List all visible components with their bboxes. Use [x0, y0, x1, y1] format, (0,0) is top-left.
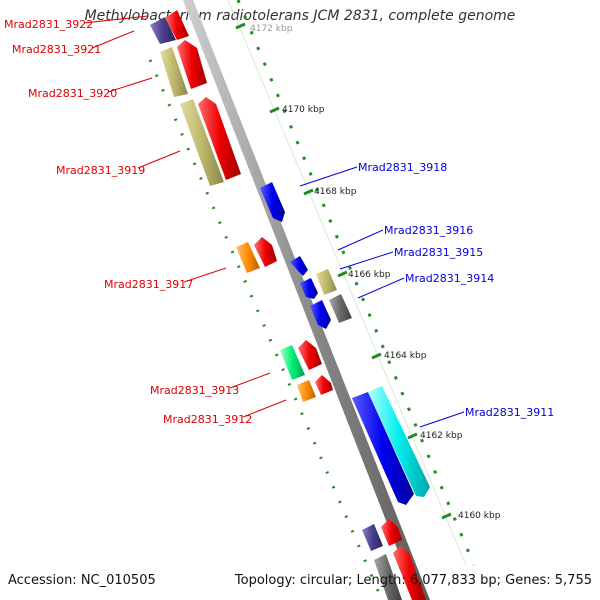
tick-label-4170: 4170 kbp — [282, 105, 325, 115]
leader-line-3919 — [137, 150, 181, 169]
gene-orange-3912 — [297, 380, 316, 402]
leader-line-3912 — [242, 399, 287, 418]
gene-label-3913: Mrad2831_3913 — [150, 384, 239, 397]
leader-line-3916 — [337, 229, 384, 251]
tick-label-4166: 4166 kbp — [348, 270, 391, 280]
leader-line-3918 — [299, 166, 358, 187]
gene-green-3913 — [280, 345, 305, 380]
genome-summary-text: Topology: circular; Length: 6,077,833 bp… — [234, 573, 592, 588]
gene-red-3912 — [315, 375, 333, 395]
gene-red-3919 — [198, 97, 241, 180]
leader-line-3914 — [357, 277, 405, 299]
gene-khaki-3919 — [180, 99, 224, 186]
gene-slate-bottom — [362, 524, 383, 551]
gene-blue-3916 — [290, 256, 308, 276]
gene-label-3911: Mrad2831_3911 — [465, 406, 554, 419]
gene-gray-3914 — [329, 294, 352, 323]
genome-backbone — [183, 0, 430, 600]
accession-text: Accession: NC_010505 — [8, 573, 156, 588]
outer-ring-edge — [227, 0, 467, 566]
gene-label-3916: Mrad2831_3916 — [384, 224, 473, 237]
gene-label-3922: Mrad2831_3922 — [4, 18, 93, 31]
tick-label-4160: 4160 kbp — [458, 511, 501, 521]
gene-blue-3918 — [260, 182, 285, 222]
gene-red-bottom-2 — [393, 546, 426, 600]
tick-label-4164: 4164 kbp — [384, 351, 427, 361]
tick-label-4172: 4172 kbp — [250, 24, 293, 34]
gene-red-3922 — [165, 10, 189, 40]
leader-line-3917 — [183, 267, 227, 283]
tick-label-4168: 4168 kbp — [314, 187, 357, 197]
gene-label-3920: Mrad2831_3920 — [28, 87, 117, 100]
gene-blue-3915 — [300, 278, 318, 299]
gene-khaki-3915 — [316, 269, 337, 295]
gene-label-3912: Mrad2831_3912 — [163, 413, 252, 426]
tick-label-4162: 4162 kbp — [420, 431, 463, 441]
gene-label-3921: Mrad2831_3921 — [12, 43, 101, 56]
gene-red-3921 — [177, 40, 207, 89]
gene-khaki-3920 — [160, 47, 188, 97]
gene-orange-3917 — [236, 242, 260, 273]
gene-slate-top — [150, 17, 176, 44]
leader-line-3922 — [83, 15, 149, 24]
gene-red-3917 — [254, 237, 277, 267]
leader-line-3915 — [339, 251, 394, 270]
leader-line-3920 — [107, 77, 153, 93]
gene-gray-bottom — [374, 554, 402, 600]
outer-tick-ring — [236, 0, 476, 566]
gene-label-3918: Mrad2831_3918 — [358, 161, 447, 174]
gene-label-3919: Mrad2831_3919 — [56, 164, 145, 177]
gene-blue-3914 — [310, 300, 331, 329]
gene-label-3915: Mrad2831_3915 — [394, 246, 483, 259]
gene-red-3913 — [298, 340, 322, 370]
gene-label-3914: Mrad2831_3914 — [405, 272, 494, 285]
leader-line-3913 — [229, 372, 271, 389]
leader-line-3911 — [419, 411, 465, 428]
gene-red-bottom-1 — [381, 519, 402, 546]
inner-dotted-ring — [148, 59, 384, 600]
leader-line-3921 — [91, 30, 135, 49]
gene-label-3917: Mrad2831_3917 — [104, 278, 193, 291]
major-ticks — [235, 22, 452, 520]
gene-blue-3911 — [352, 392, 414, 505]
gene-cyan-3911 — [368, 386, 430, 497]
